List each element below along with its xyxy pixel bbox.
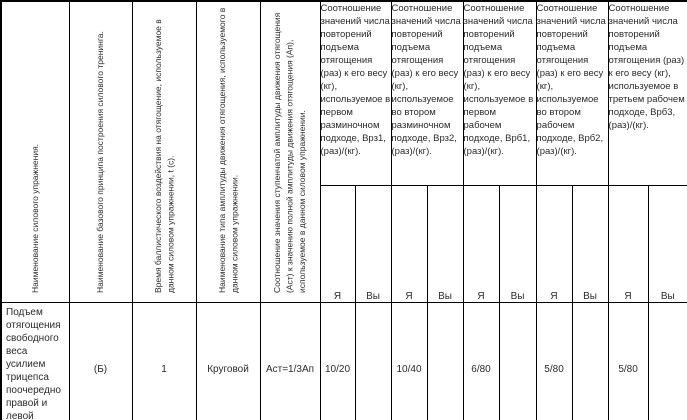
col-header-amplitude-ratio-label: Соотношение значения ступенчатой амплиту… bbox=[272, 12, 308, 293]
subheader-vy-set4: Вы bbox=[571, 184, 609, 303]
cell-set1-vy bbox=[354, 301, 392, 420]
cell-amplitude-ratio: Аст=1/3Ап bbox=[259, 301, 321, 420]
col-header-amplitude-ratio: Соотношение значения ступенчатой амплиту… bbox=[259, 0, 321, 303]
subheader-ya-set1: Я bbox=[319, 184, 356, 303]
subheader-ya-set5: Я bbox=[607, 184, 649, 303]
subheader-vy-set2: Вы bbox=[426, 184, 464, 303]
table-row: Подъем отягощения свободного веса усилие… bbox=[0, 301, 687, 420]
subheader-vy-set3: Вы bbox=[498, 184, 537, 303]
col-header-work-set-3: Соотношение значений числа повторений по… bbox=[607, 0, 687, 186]
col-header-base-principle: Наименование базового принципа построени… bbox=[68, 0, 133, 303]
col-header-exercise-name-label: Наименование силового упражнения. bbox=[30, 143, 40, 293]
cell-base-principle: (Б) bbox=[68, 301, 133, 420]
col-header-work-set-1: Соотношение значений числа повторений по… bbox=[462, 0, 537, 186]
cell-set4-ya: 5/80 bbox=[535, 301, 573, 420]
cell-set5-ya: 5/80 bbox=[607, 301, 649, 420]
vertical-text-wrap: Наименование силового упражнения. bbox=[2, 2, 68, 297]
cell-set3-vy bbox=[498, 301, 537, 420]
vertical-text-wrap: Время баллистического воздействия на отя… bbox=[133, 2, 195, 297]
col-header-warmup-set-2: Соотношение значений числа повторений по… bbox=[390, 0, 464, 186]
vertical-text-wrap: Соотношение значения ступенчатой амплиту… bbox=[261, 2, 319, 297]
cell-set5-vy bbox=[647, 301, 687, 420]
subheader-ya-set2: Я bbox=[390, 184, 428, 303]
cell-amplitude-type: Круговой bbox=[195, 301, 261, 420]
col-header-base-principle-label: Наименование базового принципа построени… bbox=[95, 31, 106, 293]
vertical-text-wrap: Наименование базового принципа построени… bbox=[70, 2, 131, 297]
cell-set2-ya: 10/40 bbox=[390, 301, 428, 420]
subheader-ya-set4: Я bbox=[535, 184, 573, 303]
cell-set2-vy bbox=[426, 301, 464, 420]
cell-set3-ya: 6/80 bbox=[462, 301, 500, 420]
cell-ballistic-time: 1 bbox=[131, 301, 197, 420]
subheader-vy-set1: Вы bbox=[354, 184, 392, 303]
cell-exercise-name: Подъем отягощения свободного веса усилие… bbox=[0, 301, 70, 420]
col-header-amplitude-type: Наименование типа амплитуды движения отя… bbox=[195, 0, 261, 303]
col-header-exercise-name: Наименование силового упражнения. bbox=[0, 0, 70, 303]
col-header-amplitude-type-label: Наименование типа амплитуды движения отя… bbox=[216, 7, 240, 293]
cell-set1-ya: 10/20 bbox=[319, 301, 356, 420]
vertical-text-wrap: Наименование типа амплитуды движения отя… bbox=[197, 2, 259, 297]
cell-set4-vy bbox=[571, 301, 609, 420]
col-header-work-set-2: Соотношение значений числа повторений по… bbox=[535, 0, 609, 186]
col-header-warmup-set-1: Соотношение значений числа повторений по… bbox=[319, 0, 392, 186]
subheader-vy-set5: Вы bbox=[647, 184, 687, 303]
col-header-ballistic-time: Время баллистического воздействия на отя… bbox=[131, 0, 197, 303]
subheader-ya-set3: Я bbox=[462, 184, 500, 303]
col-header-ballistic-time-label: Время баллистического воздействия на отя… bbox=[152, 19, 176, 293]
